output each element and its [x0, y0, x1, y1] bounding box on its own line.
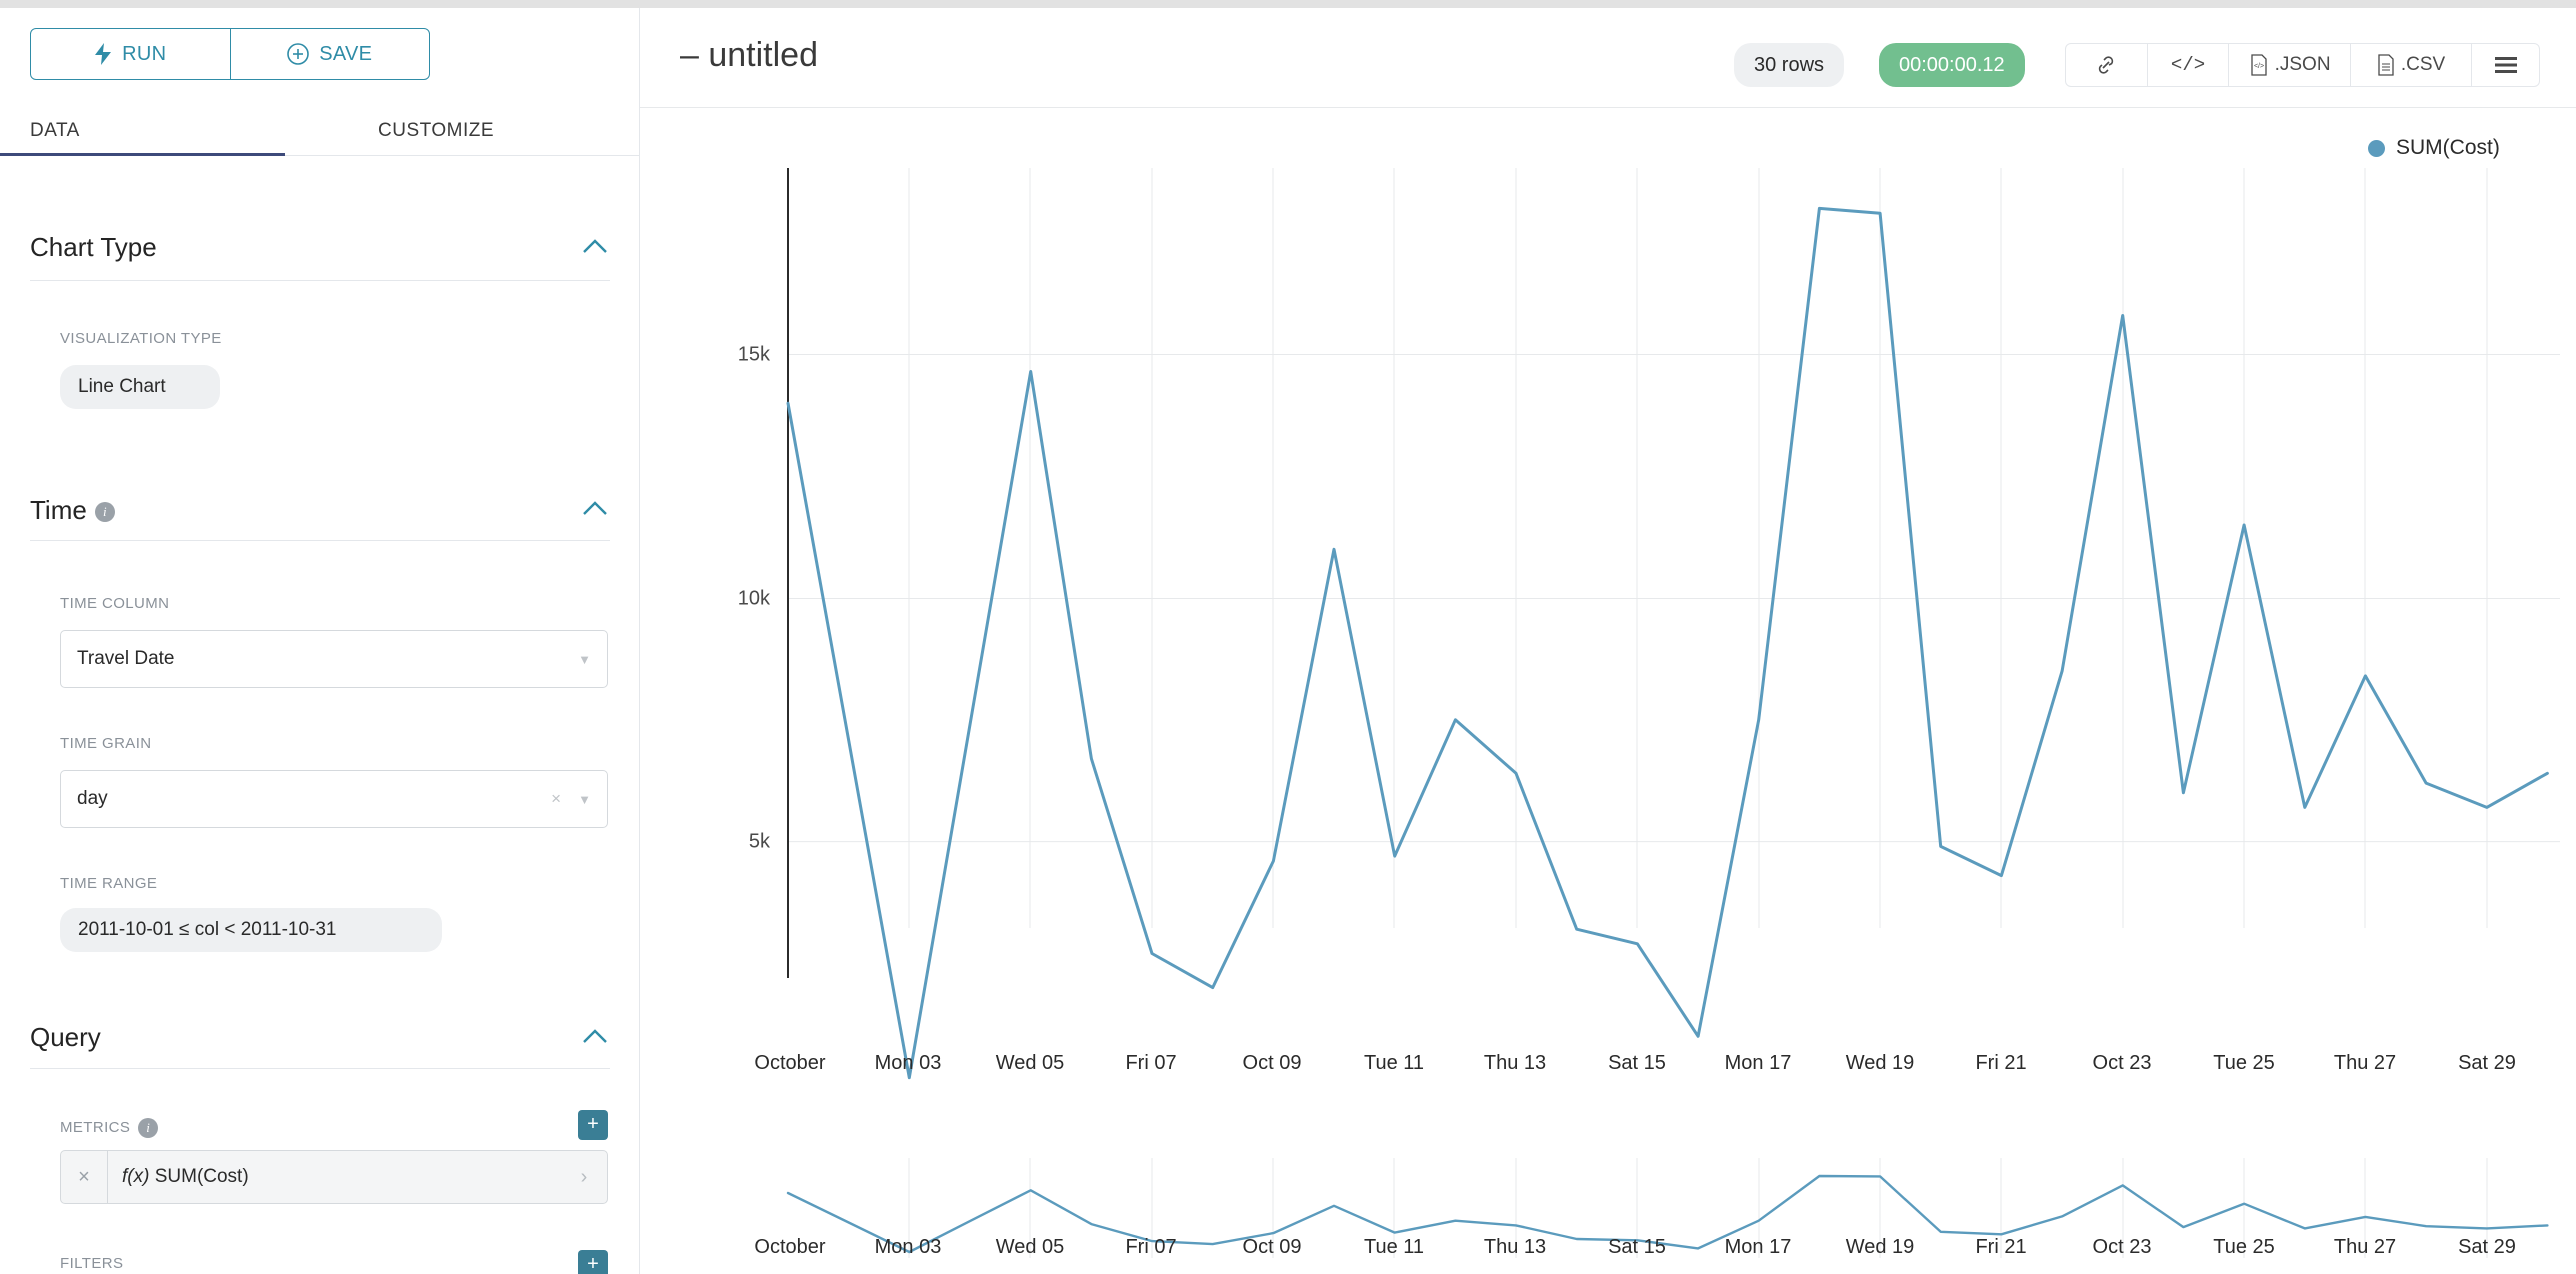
- svg-text:</>: </>: [2254, 63, 2264, 70]
